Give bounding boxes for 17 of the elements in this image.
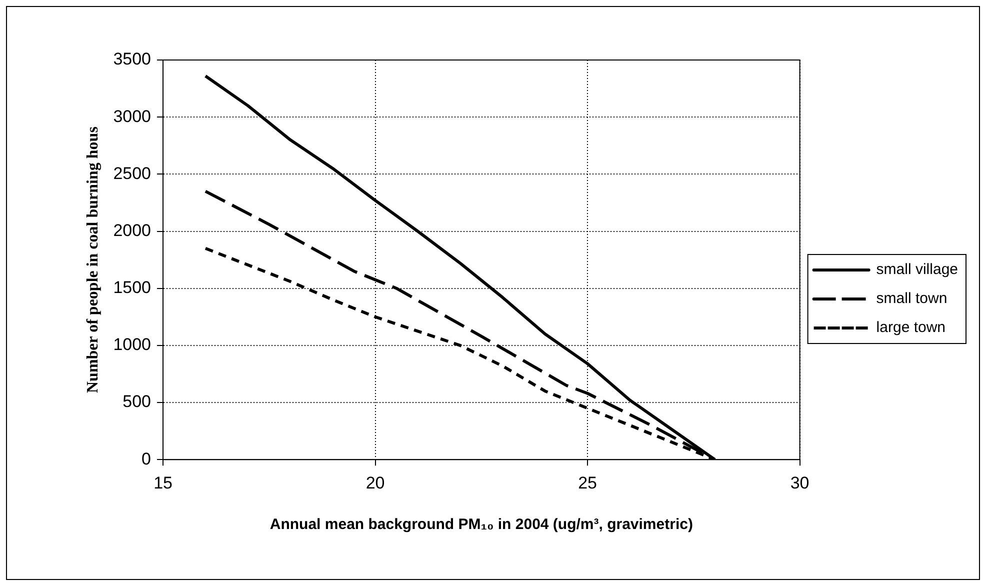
x-tick-label: 25 bbox=[578, 473, 598, 492]
y-tick-label: 0 bbox=[142, 449, 152, 468]
legend-label: small village bbox=[876, 261, 958, 278]
y-tick-label: 2000 bbox=[113, 220, 152, 240]
x-tick-label: 30 bbox=[790, 473, 810, 492]
y-tick-label: 3500 bbox=[113, 50, 152, 69]
y-tick-label: 3000 bbox=[113, 106, 152, 126]
y-axis-title: Number of people in coal burning hous bbox=[84, 126, 102, 394]
y-tick-label: 1500 bbox=[113, 278, 152, 298]
x-tick-label: 20 bbox=[366, 473, 385, 492]
y-tick-label: 2500 bbox=[113, 164, 152, 183]
x-tick-label: 15 bbox=[154, 473, 172, 492]
y-tick-label: 500 bbox=[122, 392, 152, 412]
legend-label: large town bbox=[876, 319, 946, 336]
y-tick-label: 1000 bbox=[113, 335, 152, 354]
legend-label: small town bbox=[876, 290, 948, 308]
x-axis-title: Annual mean background PM₁₀ in 2004 (ug/m³, gravimetric) bbox=[270, 516, 693, 534]
